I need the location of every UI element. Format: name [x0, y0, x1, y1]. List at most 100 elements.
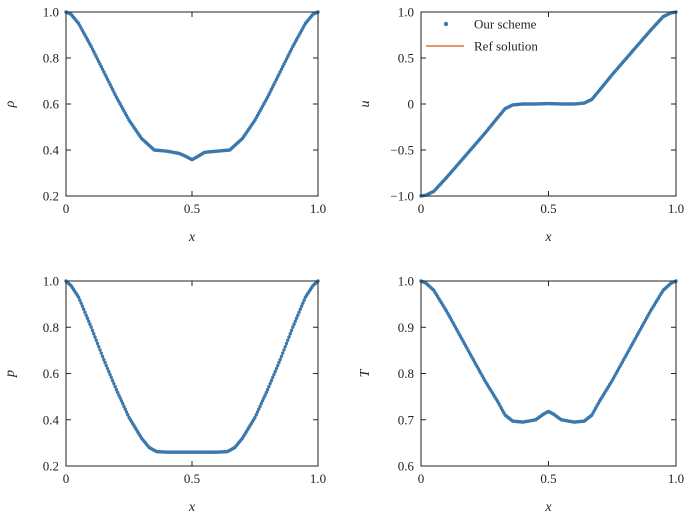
data-point: [293, 319, 298, 323]
y-axis-label: u: [358, 101, 373, 108]
y-tick-label: −1.0: [390, 189, 414, 204]
data-point: [274, 366, 279, 371]
data-point: [84, 313, 88, 317]
data-point: [85, 316, 90, 320]
data-point: [81, 307, 86, 311]
data-point: [110, 378, 115, 383]
data-point: [108, 82, 112, 87]
y-tick-label: 0.6: [43, 97, 60, 112]
y-tick-label: 0: [408, 97, 415, 112]
x-tick-label: 0: [418, 201, 425, 216]
data-point: [263, 393, 267, 397]
data-point: [119, 399, 124, 403]
data-point: [269, 378, 274, 383]
y-tick-label: 0.9: [398, 320, 414, 335]
x-tick-label: 0.5: [540, 201, 556, 216]
data-point: [99, 65, 103, 69]
data-point: [281, 65, 285, 69]
data-point: [272, 82, 276, 87]
x-axis-label: x: [188, 230, 196, 245]
y-tick-label: 0.6: [398, 459, 415, 474]
x-tick-label: 1.0: [310, 471, 326, 486]
data-point: [89, 44, 93, 49]
data-point: [107, 369, 111, 374]
legend: Our scheme Ref solution: [426, 17, 538, 54]
series-line-ref-solution: [65, 11, 319, 161]
y-tick-label: 1.0: [398, 274, 414, 289]
y-tick-label: 0.8: [43, 320, 59, 335]
data-point: [79, 301, 83, 305]
data-point: [265, 387, 270, 392]
data-point: [289, 47, 294, 51]
y-tick-label: 0.6: [43, 366, 60, 381]
data-point: [90, 47, 95, 51]
axes-frame: [65, 280, 319, 467]
data-point: [278, 70, 282, 74]
data-point: [92, 332, 96, 336]
data-point: [121, 401, 125, 406]
series-points-our-scheme: [419, 279, 678, 424]
data-point: [76, 295, 81, 299]
data-point: [90, 328, 95, 333]
data-point: [123, 407, 127, 411]
data-point: [95, 341, 100, 346]
data-point: [270, 375, 275, 380]
data-point: [103, 72, 107, 77]
data-point: [258, 404, 262, 409]
data-point: [273, 369, 277, 374]
x-tick-label: 1.0: [668, 471, 684, 486]
data-point: [95, 57, 100, 61]
data-point: [104, 363, 109, 368]
data-point: [297, 310, 301, 314]
data-point: [105, 366, 110, 371]
data-point: [83, 310, 87, 314]
y-tick-label: 1.0: [43, 5, 59, 20]
data-point: [122, 404, 126, 409]
data-point: [97, 344, 101, 349]
data-point: [126, 412, 130, 417]
data-point: [113, 384, 117, 389]
data-point: [283, 344, 287, 349]
y-tick-label: 0.5: [398, 51, 414, 66]
subplot-p: 0 0.5 1.0 0.2 0.4 0.6 0.8 1.0 x p: [3, 274, 326, 513]
data-point: [105, 77, 110, 82]
data-point: [112, 381, 116, 386]
data-point: [102, 70, 106, 74]
data-point: [269, 87, 274, 92]
data-point: [253, 415, 257, 420]
data-point: [260, 399, 265, 403]
data-point: [86, 319, 91, 323]
x-tick-label: 0: [63, 471, 70, 486]
data-point: [259, 401, 263, 406]
series-line-ref-solution: [65, 280, 319, 453]
x-tick-label: 0: [63, 201, 70, 216]
data-point: [277, 360, 281, 365]
data-point: [94, 54, 98, 59]
data-point: [104, 75, 109, 79]
x-tick-label: 0: [418, 471, 425, 486]
data-point: [109, 85, 114, 89]
y-tick-label: 0.4: [43, 412, 60, 427]
data-point: [109, 375, 114, 380]
data-point: [93, 335, 97, 339]
data-point: [302, 298, 306, 302]
data-point: [267, 384, 271, 389]
data-point: [268, 90, 272, 94]
y-axis-label: p: [3, 370, 18, 378]
y-tick-label: 0.7: [398, 412, 415, 427]
data-point: [92, 49, 96, 54]
y-tick-label: 0.2: [43, 189, 59, 204]
y-tick-label: −0.5: [390, 143, 414, 158]
data-point: [288, 332, 292, 336]
data-point: [264, 390, 269, 395]
y-tick-label: 1.0: [43, 274, 59, 289]
data-point: [108, 372, 112, 377]
data-point: [275, 75, 280, 79]
data-point: [279, 67, 284, 71]
y-tick-label: 0.4: [43, 143, 60, 158]
series-points-our-scheme: [64, 279, 320, 454]
axes-frame: [420, 280, 677, 467]
data-point: [100, 67, 105, 71]
data-point: [296, 313, 300, 317]
data-point: [112, 90, 116, 94]
